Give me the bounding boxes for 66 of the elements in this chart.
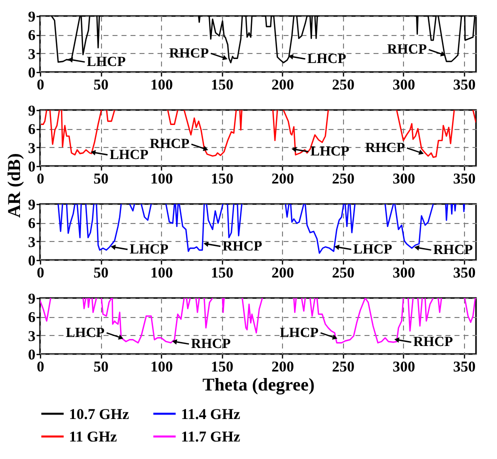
x-axis-title: Theta (degree)	[202, 374, 315, 394]
y-tick-label: 3	[28, 234, 36, 251]
x-tick-label: 250	[332, 360, 355, 376]
x-tick-label: 50	[94, 78, 109, 94]
annotation: LHCP	[307, 52, 347, 67]
x-tick-label: 350	[453, 172, 476, 188]
y-tick-label: 6	[28, 28, 36, 44]
x-tick-label: 50	[94, 360, 109, 376]
x-tick-label: 150	[210, 266, 234, 282]
y-tick-label: 0	[28, 66, 36, 82]
annotation: RHCP	[169, 46, 210, 62]
x-tick-label: 350	[453, 78, 476, 94]
annotation: LHCP	[110, 148, 149, 163]
x-tick-label: 200	[271, 360, 294, 376]
x-tick-label: 300	[392, 78, 416, 94]
x-tick-label: 150	[210, 360, 234, 376]
x-tick-label: 150	[210, 172, 234, 188]
x-tick-label: 100	[150, 172, 173, 188]
x-tick-label: 250	[332, 78, 355, 94]
annotation: LHCP	[130, 242, 169, 258]
annotation: LHCP	[353, 242, 393, 258]
annotation: LHCP	[280, 326, 320, 341]
x-tick-label: 150	[210, 78, 234, 94]
x-tick-label: 300	[392, 360, 416, 376]
x-tick-label: 250	[332, 172, 355, 188]
y-tick-label: 0	[28, 254, 36, 270]
annotation: RHCP	[413, 335, 454, 350]
x-tick-label: 200	[271, 78, 294, 94]
annotation: RHCP	[387, 42, 428, 58]
y-tick-label: 3	[28, 140, 36, 157]
annotation: RHCP	[222, 239, 263, 254]
annotation: LHCP	[86, 55, 126, 70]
x-tick-label: 50	[94, 172, 109, 188]
x-tick-label: 350	[453, 266, 476, 282]
y-tick-label: 9	[28, 104, 36, 120]
y-tick-label: 6	[28, 122, 36, 138]
annotation: RHCP	[150, 137, 190, 152]
y-tick-label: 9	[28, 292, 36, 308]
y-axis-title: AR (dB)	[4, 153, 24, 218]
legend-label: 11 GHz	[69, 430, 118, 446]
y-tick-label: 6	[28, 310, 36, 326]
legend-label: 11.7 GHz	[181, 430, 241, 446]
x-tick-label: 100	[150, 266, 173, 282]
x-tick-label: 50	[94, 266, 109, 282]
x-tick-label: 300	[392, 266, 416, 282]
x-tick-label: 200	[271, 172, 294, 188]
x-tick-label: 300	[392, 172, 416, 188]
y-tick-label: 3	[28, 328, 36, 345]
y-tick-label: 0	[28, 348, 36, 364]
x-tick-label: 350	[453, 360, 476, 376]
y-tick-label: 9	[28, 10, 36, 26]
x-tick-label: 100	[150, 360, 173, 376]
annotation: RHCP	[190, 337, 232, 352]
x-tick-label: 250	[332, 266, 355, 282]
x-tick-label: 100	[150, 78, 173, 94]
x-tick-label: 200	[271, 266, 294, 282]
annotation: LHCP	[310, 144, 350, 160]
legend-label: 10.7 GHz	[69, 406, 130, 423]
y-tick-label: 6	[28, 216, 36, 232]
y-tick-label: 0	[28, 160, 36, 176]
annotation: LHCP	[66, 326, 106, 341]
legend-label: 11.4 GHz	[181, 406, 241, 423]
y-tick-label: 3	[28, 46, 36, 63]
annotation: RHCP	[365, 140, 406, 156]
y-tick-label: 9	[28, 198, 36, 214]
annotation: RHCP	[433, 243, 474, 258]
